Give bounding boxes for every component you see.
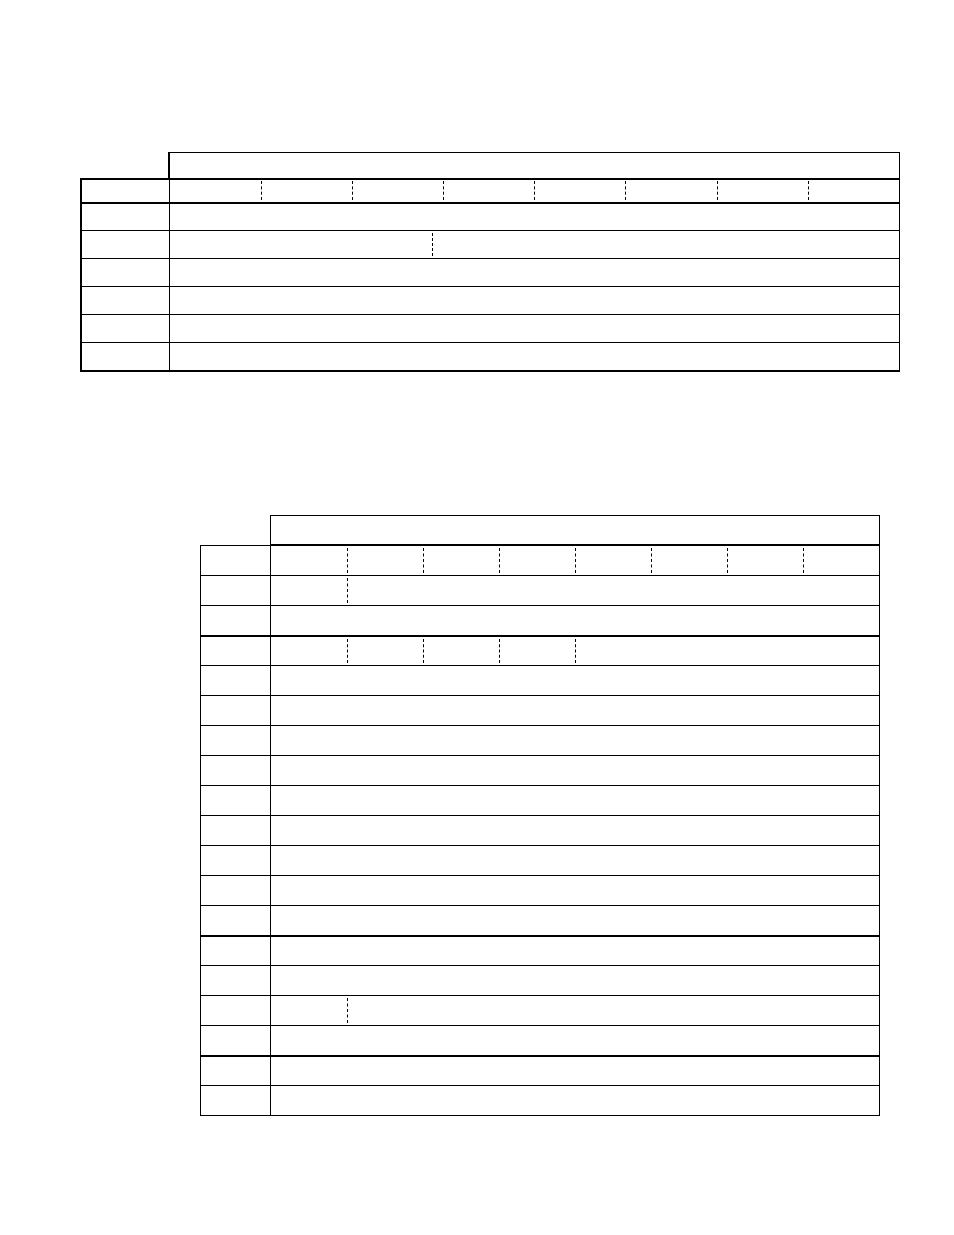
table2-data-cell: [271, 696, 880, 726]
table2-data-cell: [271, 816, 880, 846]
table2-data-cell: [271, 786, 880, 816]
table-row: [201, 846, 880, 876]
table-row: [201, 996, 880, 1026]
table-row: [201, 726, 880, 756]
register-table-1: [80, 152, 900, 372]
table1-bit-row: [81, 179, 900, 203]
table-row: [81, 287, 900, 315]
table2-addr-cell: [201, 876, 271, 906]
table2-header-title-cell: [271, 516, 880, 546]
table1-header-title-cell: [169, 153, 900, 179]
table2-data-cell: [271, 966, 880, 996]
table1-addr-blank: [81, 153, 169, 179]
table2-data-cell: [271, 726, 880, 756]
table-row: [81, 259, 900, 287]
table2-addr-cell: [201, 936, 271, 966]
table-row: [81, 343, 900, 371]
table2-data-cell: [271, 996, 880, 1026]
table2-addr-cell: [201, 786, 271, 816]
table-row: [201, 786, 880, 816]
table1-header-spacer: [81, 153, 900, 179]
table-row: [201, 606, 880, 636]
table1-addr-cell: [81, 259, 169, 287]
table-row: [201, 1086, 880, 1116]
table2-addr-cell: [201, 756, 271, 786]
table2-data-cell: [271, 1086, 880, 1116]
table2-addr-cell: [201, 1086, 271, 1116]
table-row: [201, 966, 880, 996]
table2-addr-cell: [201, 726, 271, 756]
table2-addr-header: [201, 546, 271, 576]
table1-addr-cell: [81, 231, 169, 259]
table2-data-cell: [271, 756, 880, 786]
table2-addr-cell: [201, 1056, 271, 1086]
table-row: [201, 576, 880, 606]
table2-data-cell: [271, 666, 880, 696]
table-row: [201, 876, 880, 906]
table-row: [81, 315, 900, 343]
table-row: [201, 756, 880, 786]
table2-bit-cells: [271, 546, 880, 576]
table-row: [201, 636, 880, 666]
table2-data-cell: [271, 846, 880, 876]
table2-addr-cell: [201, 816, 271, 846]
table-row: [201, 906, 880, 936]
table2-addr-cell: [201, 966, 271, 996]
table2-header-spacer: [201, 516, 880, 546]
table2-data-cell: [271, 906, 880, 936]
table2-data-cell: [271, 876, 880, 906]
table2-addr-cell: [201, 996, 271, 1026]
table-row: [201, 1056, 880, 1086]
table1-addr-cell: [81, 203, 169, 231]
table2-addr-cell: [201, 696, 271, 726]
table1-data-cell: [169, 231, 900, 259]
table-row: [201, 696, 880, 726]
page-canvas: [0, 0, 954, 1235]
table1-addr-header: [81, 179, 169, 203]
table2-addr-cell: [201, 636, 271, 666]
table-row: [81, 231, 900, 259]
table-row: [201, 816, 880, 846]
table1-bit-cells: [169, 179, 900, 203]
table2-addr-cell: [201, 666, 271, 696]
table1-data-cell: [169, 343, 900, 371]
table1-data-cell: [169, 259, 900, 287]
table-row: [201, 1026, 880, 1056]
table2-addr-blank: [201, 516, 271, 546]
register-table-2: [200, 515, 880, 1116]
table1-addr-cell: [81, 315, 169, 343]
table1-data-cell: [169, 203, 900, 231]
table2-data-cell: [271, 1056, 880, 1086]
table-row: [81, 203, 900, 231]
table2-addr-cell: [201, 1026, 271, 1056]
table2-bit-row: [201, 546, 880, 576]
table2-addr-cell: [201, 846, 271, 876]
table1-data-cell: [169, 315, 900, 343]
table1-addr-cell: [81, 343, 169, 371]
table-row: [201, 936, 880, 966]
table2-data-cell: [271, 606, 880, 636]
table1-data-cell: [169, 287, 900, 315]
table2-addr-cell: [201, 606, 271, 636]
table2-addr-cell: [201, 576, 271, 606]
table1-addr-cell: [81, 287, 169, 315]
table-row: [201, 666, 880, 696]
table2-data-cell: [271, 936, 880, 966]
table2-addr-cell: [201, 906, 271, 936]
table2-data-cell: [271, 636, 880, 666]
table2-data-cell: [271, 1026, 880, 1056]
table2-data-cell: [271, 576, 880, 606]
